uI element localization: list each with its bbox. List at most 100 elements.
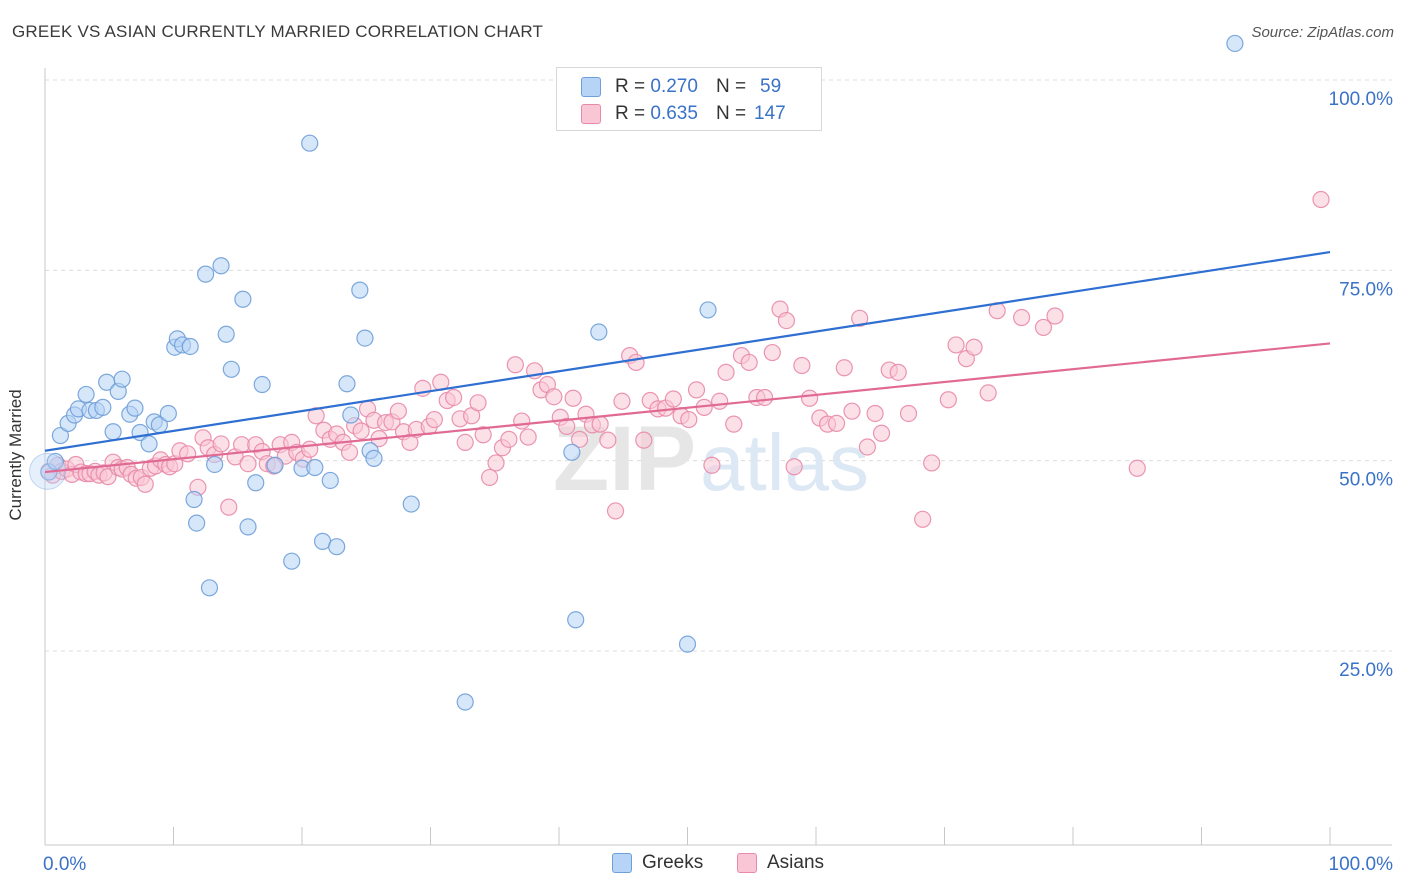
data-point [365,449,383,467]
data-point [301,134,319,152]
data-point [389,402,407,420]
data-point [827,414,846,432]
data-point [899,404,918,423]
data-point [140,435,158,453]
data-point [858,438,877,456]
data-point [77,385,95,404]
r-label: R = [615,76,646,97]
data-point [570,430,589,448]
asians-legend-swatch [737,853,757,873]
y-tick-label: 100.0% [1329,89,1394,110]
asians-swatch [581,104,601,124]
series-greeks [29,34,1244,711]
data-point [513,412,531,430]
data-point [94,398,112,416]
grid-lines [45,79,1392,652]
greeks-legend-label: Greeks [642,852,704,873]
data-point [740,353,758,372]
data-point [793,356,811,375]
data-point [321,471,339,490]
greeks-n-value: 59 [760,76,782,97]
data-point [664,390,682,408]
data-point [222,360,240,378]
legend-row-greeks: R = 0.270 N = 59 [581,75,781,99]
data-point [725,415,743,433]
data-point [506,356,524,374]
data-point [212,257,230,275]
data-point [947,336,965,354]
data-point [979,384,997,402]
data-point [181,337,199,356]
data-point [200,579,219,597]
data-point [239,455,257,473]
data-point [939,391,957,409]
data-point [342,406,360,424]
data-point [253,375,271,394]
data-point [687,381,706,399]
y-tick-label: 75.0% [1339,279,1393,300]
data-point [680,410,698,429]
data-point [711,392,729,410]
data-point [965,338,983,356]
asians-r-value: 0.635 [650,103,698,124]
data-point [46,452,64,471]
data-point [474,426,492,444]
data-point [777,311,796,330]
data-point [352,422,370,440]
data-point [212,435,230,453]
data-point [402,495,420,513]
watermark-text: atlas [700,418,869,507]
axes [44,68,1392,846]
data-point [785,458,803,476]
data-point [185,490,203,509]
n-label: N = [715,76,747,97]
data-point [1046,307,1064,325]
data-point [866,404,884,423]
data-point [126,399,144,417]
data-point [717,363,735,381]
data-point [234,290,252,308]
trend-lines [44,250,1331,474]
x-tick-label: 0.0% [43,854,86,875]
y-tick-label: 25.0% [1339,660,1393,681]
trend-line-greeks [44,250,1331,452]
source-label: Source: ZipAtlas.com [1251,24,1394,41]
data-point [755,388,774,407]
r-label: R = [615,103,646,124]
x-tick-label: 100.0% [1329,854,1394,875]
data-point [197,265,215,283]
data-point [763,343,781,362]
data-point [239,518,257,536]
data-point [923,454,941,472]
data-point [425,410,443,429]
data-point [914,510,932,528]
data-point [591,415,609,433]
data-point [456,693,474,711]
data-point [456,433,474,451]
data-point [843,402,861,420]
legend-item-greeks[interactable]: Greeks [612,852,703,874]
n-label: N = [715,103,747,124]
series-legend: Greeks Asians [0,852,1406,878]
chart-title: GREEK VS ASIAN CURRENTLY MARRIED CORRELA… [12,22,544,41]
greeks-r-value: 0.270 [650,76,698,97]
asians-legend-label: Asians [767,852,825,873]
data-point [800,389,819,407]
legend-item-asians[interactable]: Asians [737,852,824,874]
data-point [500,430,518,448]
watermark: ZIP atlas [553,408,869,510]
data-point [1226,34,1244,53]
data-point [1034,318,1053,337]
asians-n-value: 147 [754,103,786,124]
tick-labels: 25.0% 50.0% 75.0% 100.0% 0.0% 100.0% [43,89,1393,875]
data-point [606,502,625,520]
data-point [678,635,697,653]
greeks-legend-swatch [612,853,632,873]
data-point [469,394,487,412]
data-point [1128,459,1146,477]
data-point [703,456,721,474]
data-point [445,388,463,407]
data-point [1012,308,1031,327]
data-point [872,424,891,442]
